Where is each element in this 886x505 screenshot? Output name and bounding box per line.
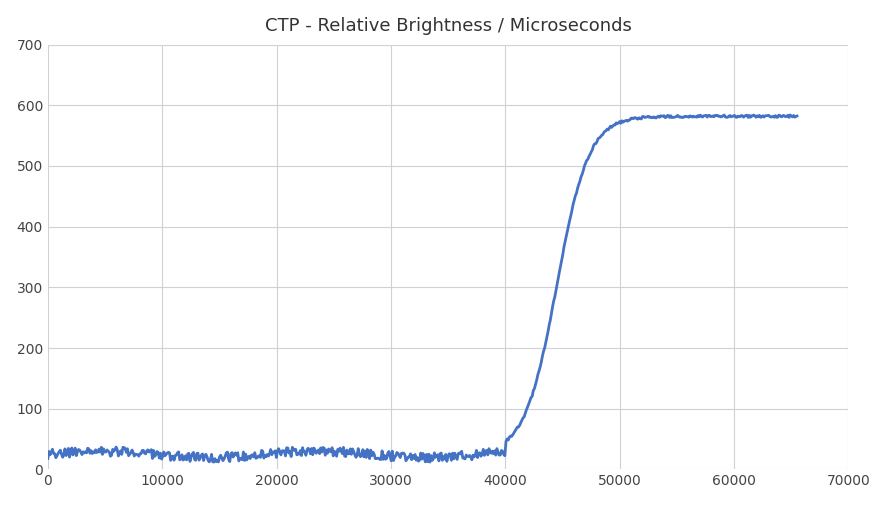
Title: CTP - Relative Brightness / Microseconds: CTP - Relative Brightness / Microseconds — [264, 17, 631, 35]
